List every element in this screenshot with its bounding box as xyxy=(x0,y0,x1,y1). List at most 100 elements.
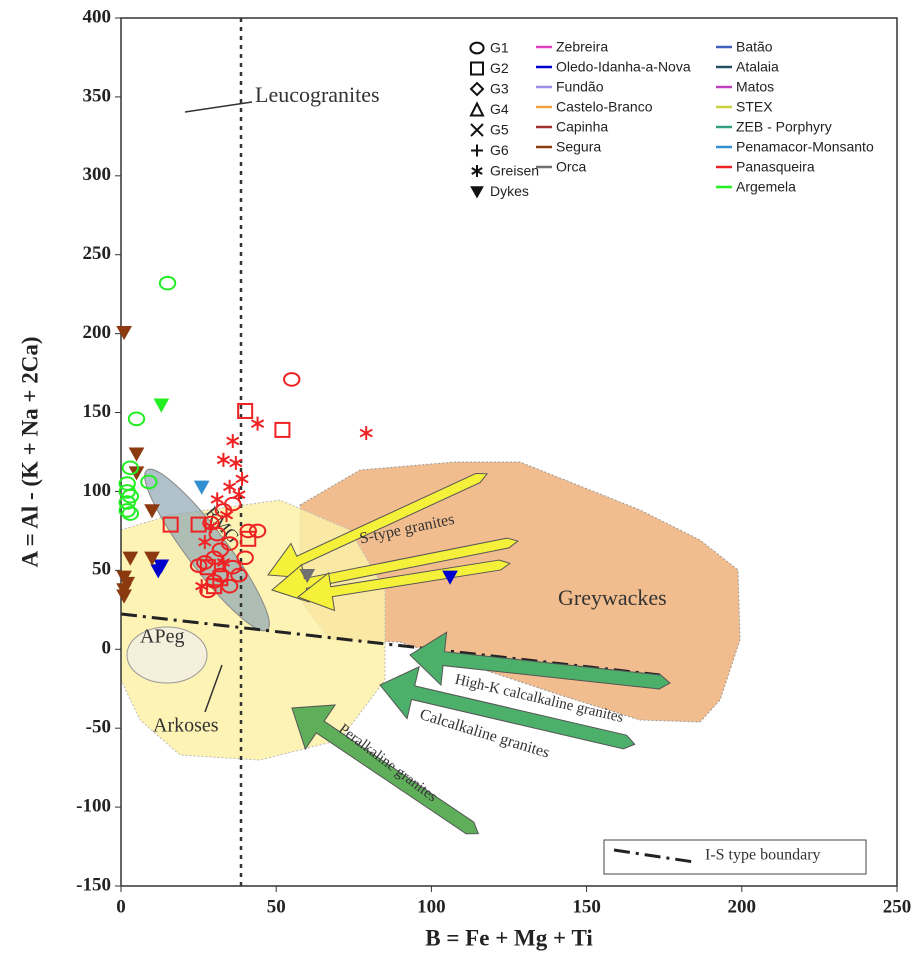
legend-symbol xyxy=(470,123,484,137)
x-tick-label: 100 xyxy=(417,896,446,917)
marker xyxy=(232,487,246,502)
legend-label: Castelo-Branco xyxy=(556,99,653,115)
legend-symbol xyxy=(471,165,483,177)
marker xyxy=(211,542,230,558)
legend-label: Orca xyxy=(556,159,587,175)
marker xyxy=(216,452,231,467)
marker xyxy=(236,550,254,566)
marker xyxy=(219,508,234,523)
legend-symbol xyxy=(470,61,484,76)
legend-label: ZEB - Porphyry xyxy=(736,119,832,135)
marker xyxy=(140,474,158,490)
marker xyxy=(122,551,139,566)
arrow xyxy=(296,559,511,612)
y-tick-label: 300 xyxy=(83,164,112,185)
marker xyxy=(442,570,458,585)
legend-label: Penamacor-Monsanto xyxy=(736,139,874,155)
marker xyxy=(359,426,373,441)
x-axis-label: B = Fe + Mg + Ti xyxy=(425,925,593,950)
boundary-key xyxy=(603,839,867,875)
marker xyxy=(190,516,207,533)
legend-label: G3 xyxy=(490,81,509,97)
legend-label: Fundão xyxy=(556,79,604,95)
x-tick-label: 50 xyxy=(267,896,286,917)
boundary-key-line xyxy=(613,848,695,864)
annotation: APeg xyxy=(140,626,184,648)
legend-label: STEX xyxy=(736,99,773,115)
marker xyxy=(204,519,218,534)
marker xyxy=(193,480,210,495)
marker xyxy=(216,555,231,570)
legend-symbol xyxy=(469,41,485,55)
marker xyxy=(240,530,257,547)
marker xyxy=(210,492,224,507)
marker xyxy=(229,456,243,471)
marker xyxy=(212,570,229,587)
marker xyxy=(250,416,265,431)
legend-label: G1 xyxy=(490,40,509,56)
y-tick-label: -100 xyxy=(76,795,111,816)
apeg-field xyxy=(126,626,208,684)
legend-label: Segura xyxy=(556,139,601,155)
marker xyxy=(121,506,140,521)
marker xyxy=(223,479,237,494)
marker xyxy=(299,568,316,584)
plot-frame xyxy=(120,17,898,887)
annotation: Peralkaline granites xyxy=(336,721,441,805)
marker xyxy=(189,558,208,573)
x-tick-label: 200 xyxy=(728,896,757,917)
x-tick-label: 0 xyxy=(116,896,126,917)
marker xyxy=(283,372,301,387)
marker xyxy=(128,447,145,462)
marker xyxy=(199,559,216,576)
is-boundary xyxy=(120,612,661,677)
y-tick-label: -150 xyxy=(76,874,111,895)
marker xyxy=(116,589,132,604)
leader xyxy=(184,101,253,113)
marker xyxy=(162,516,179,533)
leader xyxy=(204,664,223,713)
marker xyxy=(274,421,291,438)
y-tick-label: 350 xyxy=(83,85,112,106)
marker xyxy=(121,488,140,504)
legend-label: Atalaia xyxy=(736,59,779,75)
marker xyxy=(118,503,136,518)
arrows xyxy=(267,472,671,835)
y-tick-label: -50 xyxy=(86,717,111,738)
y-tick-label: 200 xyxy=(83,322,112,343)
marker xyxy=(121,460,140,476)
marker xyxy=(116,325,132,341)
marker xyxy=(153,398,170,413)
legend-symbol xyxy=(469,81,485,97)
legend-label: G5 xyxy=(490,122,509,138)
marker xyxy=(153,559,170,574)
marker xyxy=(237,402,254,419)
y-tick-label: 0 xyxy=(102,638,112,659)
annotation: I-S type boundary xyxy=(705,847,821,864)
y-tick-label: 150 xyxy=(83,401,112,422)
legend-symbol xyxy=(470,186,484,199)
arrow xyxy=(379,665,636,750)
legend-label: Zebreira xyxy=(556,39,608,55)
marker xyxy=(158,275,177,291)
y-axis-label: A = Al - (K + Na + 2Ca) xyxy=(17,337,42,568)
y-tick-label: 100 xyxy=(83,480,112,501)
legend-label: Panasqueira xyxy=(736,159,815,175)
legend-label: Dykes xyxy=(490,183,529,199)
y-tick-label: 50 xyxy=(92,559,111,580)
legend-label: G2 xyxy=(490,60,509,76)
arrow xyxy=(291,704,480,835)
y-tick-label: 250 xyxy=(83,243,112,264)
marker xyxy=(230,567,248,583)
fields xyxy=(120,18,867,886)
marker xyxy=(235,471,249,486)
arrow xyxy=(409,631,671,690)
marker xyxy=(144,504,160,519)
marker xyxy=(224,559,242,575)
legend-label: Capinha xyxy=(556,119,608,135)
marker xyxy=(198,534,212,549)
marker xyxy=(144,551,160,566)
legend-symbol xyxy=(469,101,485,117)
legend-label: Matos xyxy=(736,79,774,95)
